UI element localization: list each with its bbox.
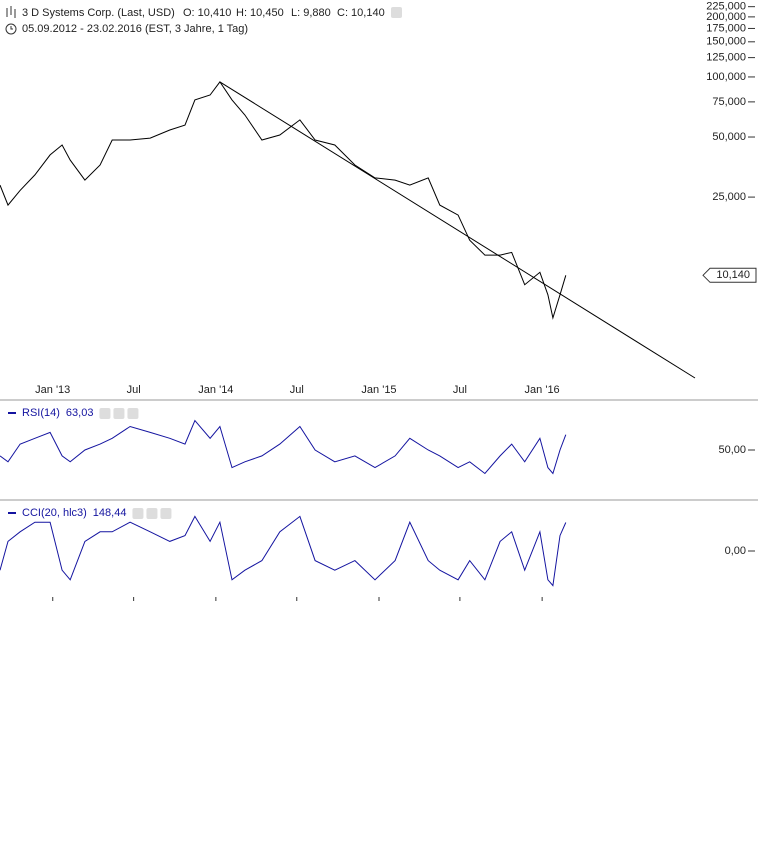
x-tick-label: Jan '16 bbox=[525, 384, 560, 396]
indicator-line bbox=[0, 515, 567, 587]
x-tick-label: Jan '14 bbox=[198, 384, 233, 396]
price-line bbox=[0, 81, 567, 320]
y-tick-label: 50,000 bbox=[712, 131, 746, 143]
y-tick-label: 200,000 bbox=[706, 11, 746, 23]
quote-high: H: 10,450 bbox=[236, 7, 284, 19]
date-range: 05.09.2012 - 23.02.2016 (EST, 3 Jahre, 1… bbox=[22, 23, 248, 35]
x-tick-label: Jul bbox=[127, 384, 141, 396]
close-icon[interactable] bbox=[160, 508, 172, 519]
settings-icon[interactable] bbox=[391, 7, 402, 18]
quote-open: O: 10,410 bbox=[183, 7, 231, 19]
clock-icon bbox=[5, 23, 17, 35]
y-tick-label: 25,000 bbox=[712, 191, 746, 203]
ohlc-icon bbox=[6, 6, 16, 18]
legend-label: RSI(14) bbox=[22, 407, 60, 419]
quote-low: L: 9,880 bbox=[291, 7, 331, 19]
x-tick-label: Jul bbox=[453, 384, 467, 396]
chart-title: 3 D Systems Corp. (Last, USD) bbox=[22, 7, 175, 19]
settings-icon[interactable] bbox=[146, 508, 158, 519]
y-tick-label: 175,000 bbox=[706, 22, 746, 34]
clock-hands bbox=[10, 26, 13, 30]
last-value-label: 10,140 bbox=[716, 269, 750, 281]
quote-close: C: 10,140 bbox=[337, 7, 385, 19]
y-tick-label: 0,00 bbox=[725, 545, 746, 557]
x-tick-label: Jul bbox=[290, 384, 304, 396]
trend-line bbox=[219, 81, 696, 379]
x-tick-label: Jan '13 bbox=[35, 384, 70, 396]
y-tick-label: 150,000 bbox=[706, 36, 746, 48]
x-tick-label: Jan '15 bbox=[361, 384, 396, 396]
y-tick-label: 50,00 bbox=[718, 444, 746, 456]
last-value-box bbox=[702, 267, 757, 283]
settings-icon[interactable] bbox=[113, 408, 125, 419]
legend-label: CCI(20, hlc3) bbox=[22, 507, 87, 519]
close-icon[interactable] bbox=[127, 408, 139, 419]
indicator-last-value: 148,44 bbox=[93, 507, 127, 519]
settings-icon[interactable] bbox=[99, 408, 111, 419]
indicator-line bbox=[0, 419, 567, 475]
indicator-last-value: 63,03 bbox=[66, 407, 94, 419]
y-tick-label: 225,000 bbox=[706, 1, 746, 13]
settings-icon[interactable] bbox=[132, 508, 144, 519]
y-tick-label: 125,000 bbox=[706, 52, 746, 64]
y-tick-label: 75,000 bbox=[712, 96, 746, 108]
y-tick-label: 100,000 bbox=[706, 71, 746, 83]
